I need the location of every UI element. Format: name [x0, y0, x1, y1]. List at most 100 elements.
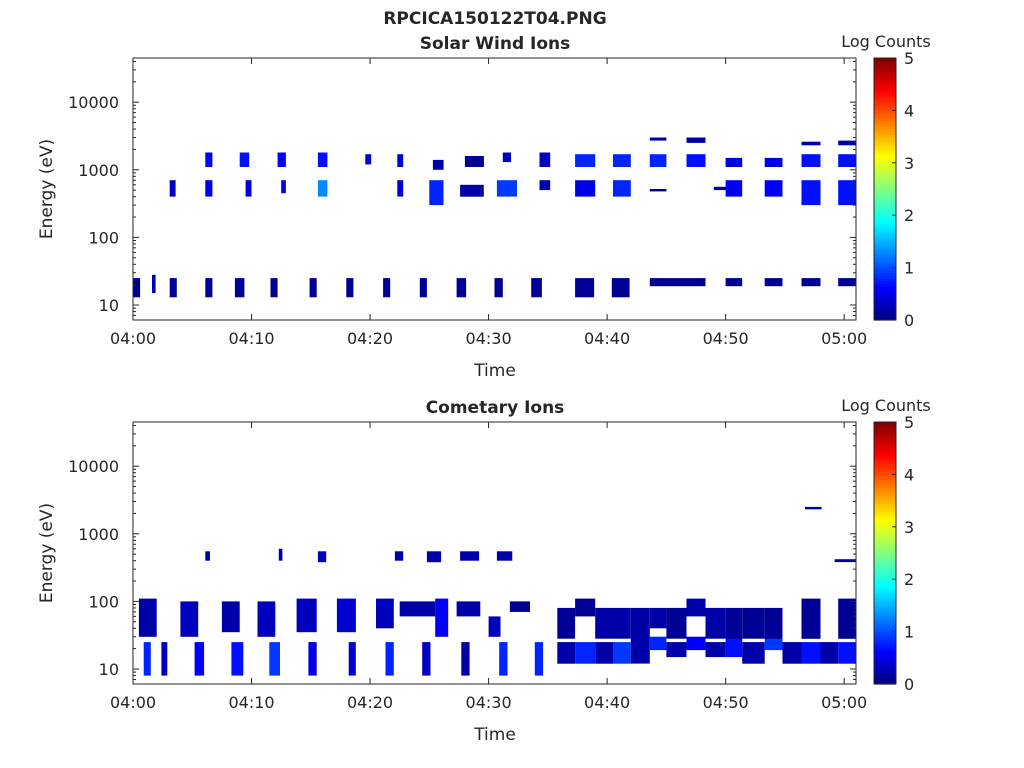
- cometary-ions-colorbar-segment: [874, 539, 896, 544]
- cometary-ions-cell: [205, 551, 210, 561]
- cometary-ions-cell: [399, 601, 436, 617]
- cometary-ions-cell: [801, 642, 821, 664]
- solar-wind-colorbar-segment: [874, 207, 896, 211]
- solar-wind-cell: [205, 278, 213, 298]
- cometary-ions-colorbar-segment: [874, 579, 896, 583]
- cometary-ions-y-tick-label: 1000: [78, 525, 119, 544]
- cometary-ions-colorbar-frame: [873, 421, 897, 685]
- cometary-ions-cell: [686, 598, 706, 617]
- solar-wind-colorbar-segment: [874, 278, 896, 282]
- cometary-ions-cell: [194, 642, 205, 676]
- solar-wind-cell: [801, 154, 821, 167]
- solar-wind-colorbar-tick-label: 4: [904, 101, 914, 120]
- cometary-ions-axes-frame: [132, 421, 857, 685]
- solar-wind-cell: [419, 278, 427, 298]
- solar-wind-cell: [725, 180, 743, 197]
- solar-wind-cell: [281, 180, 286, 194]
- cometary-ions-cell: [180, 601, 199, 637]
- cometary-ions-panel: Cometary Ions 04:00 04:10 04:20 04:30 04:40 0…: [37, 396, 931, 745]
- cometary-ions-y-tick-label: 10: [99, 660, 119, 679]
- solar-wind-colorbar-segment: [874, 152, 896, 156]
- cometary-ions-cell: [764, 636, 783, 651]
- cometary-ions-colorbar-segment: [874, 437, 896, 441]
- solar-wind-cell: [539, 152, 551, 167]
- solar-wind-colorbar-segment: [874, 110, 896, 114]
- solar-wind-colorbar-segment: [874, 128, 896, 132]
- cometary-ions-colorbar-segment: [874, 558, 896, 562]
- solar-wind-colorbar-segment: [874, 60, 896, 64]
- solar-wind-colorbar-segment: [874, 202, 896, 206]
- cometary-ions-colorbar-segment: [874, 668, 896, 672]
- cometary-ions-colorbar-segment: [874, 639, 896, 643]
- solar-wind-x-tick-label: 04:50: [703, 329, 749, 348]
- cometary-ions-cell: [742, 607, 765, 639]
- cometary-ions-cell: [801, 598, 821, 639]
- cometary-ions-colorbar-segment: [874, 602, 896, 606]
- solar-wind-colorbar-segment: [874, 102, 896, 106]
- cometary-ions-colorbar-segment: [874, 652, 896, 656]
- solar-wind-cell: [309, 278, 317, 298]
- solar-wind-colorbar-segment: [874, 162, 896, 167]
- cometary-ions-cell: [725, 636, 743, 658]
- cometary-ions-colorbar-segment: [874, 497, 896, 502]
- cometary-ions-cell: [630, 607, 650, 639]
- cometary-ions-cell: [499, 642, 508, 676]
- cometary-ions-colorbar-segment: [874, 605, 896, 609]
- solar-wind-colorbar-tick-label: 5: [904, 49, 914, 68]
- solar-wind-colorbar-tick-label: 2: [904, 206, 914, 225]
- cometary-ions-colorbar-segment: [874, 534, 896, 538]
- solar-wind-colorbar-segment: [874, 89, 896, 93]
- cometary-ions-colorbar-segment: [874, 453, 896, 457]
- cometary-ions-colorbar-segment: [874, 587, 896, 591]
- solar-wind-colorbar-segment: [874, 204, 896, 208]
- solar-wind-y-tick-label: 1000: [78, 161, 119, 180]
- solar-wind-colorbar-segment: [874, 272, 896, 277]
- solar-wind-cell: [205, 152, 213, 167]
- cometary-ions-colorbar-segment: [874, 555, 896, 559]
- solar-wind-cell: [801, 278, 821, 287]
- cometary-ions-y-tick-label: 100: [88, 592, 119, 611]
- solar-wind-cell: [456, 278, 467, 298]
- cometary-ions-cell: [269, 642, 280, 676]
- cometary-ions-colorbar-segment: [874, 623, 896, 627]
- cometary-ions-cell: [575, 642, 596, 664]
- cometary-ions-x-tick-label: 04:10: [228, 693, 274, 712]
- cometary-ions-colorbar-segment: [874, 657, 896, 662]
- cometary-ions-x-tick-label: 04:50: [703, 693, 749, 712]
- cometary-ions-colorbar-segment: [874, 547, 896, 551]
- solar-wind-colorbar-segment: [874, 78, 896, 83]
- cometary-ions-cell: [138, 598, 157, 637]
- cometary-ions-cell: [534, 642, 544, 676]
- solar-wind-colorbar-segment: [874, 86, 896, 91]
- solar-wind-cell: [686, 137, 706, 143]
- cometary-ions-colorbar-segment: [874, 424, 896, 428]
- cometary-ions-colorbar-label: Log Counts: [841, 396, 931, 415]
- cometary-ions-cell: [666, 607, 687, 639]
- cometary-ions-colorbar-segment: [874, 458, 896, 462]
- solar-wind-colorbar-segment: [874, 65, 896, 70]
- cometary-ions-colorbar-segment: [874, 427, 896, 431]
- cometary-ions-colorbar-segment: [874, 490, 896, 494]
- solar-wind-cell: [575, 180, 596, 197]
- solar-wind-cell: [239, 152, 250, 167]
- solar-wind-colorbar-segment: [874, 154, 896, 159]
- solar-wind-colorbar-segment: [874, 233, 896, 237]
- cometary-ions-cell: [488, 616, 501, 637]
- cometary-ions-colorbar-segment: [874, 518, 896, 523]
- solar-wind-colorbar-segment: [874, 123, 896, 127]
- cometary-ions-colorbar-segment: [874, 456, 896, 460]
- solar-wind-colorbar-segment: [874, 118, 896, 122]
- solar-wind-colorbar-label: Log Counts: [841, 32, 931, 51]
- solar-wind-colorbar-segment: [874, 84, 896, 88]
- cometary-ions-colorbar-segment: [874, 681, 896, 685]
- cometary-ions-cell: [221, 601, 240, 633]
- cometary-ions-colorbar-segment: [874, 524, 896, 528]
- solar-wind-colorbar-segment: [874, 249, 896, 253]
- cometary-ions-colorbar-segment: [874, 500, 896, 504]
- cometary-ions-colorbar-segment: [874, 663, 896, 667]
- cometary-ions-cell: [575, 598, 596, 617]
- solar-wind-colorbar-segment: [874, 283, 896, 287]
- solar-wind-y-ticks: 10 100 1000 10000: [68, 60, 856, 321]
- solar-wind-colorbar-segment: [874, 175, 896, 180]
